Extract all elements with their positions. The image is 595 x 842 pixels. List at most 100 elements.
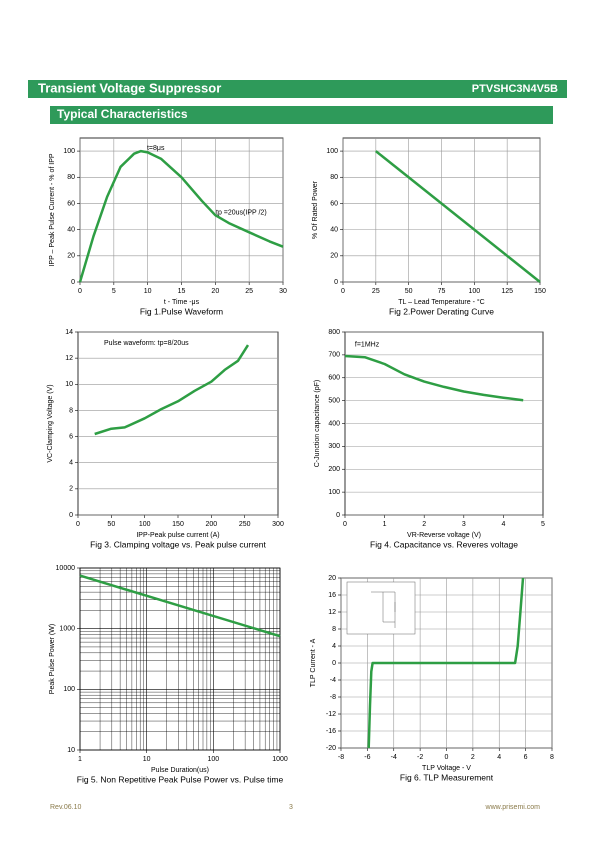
- y-tick-label: 10: [67, 747, 75, 754]
- y-axis-label: % Of Rated Power: [312, 180, 319, 239]
- data-line: [78, 149, 284, 283]
- test-circuit-inset: [346, 581, 416, 635]
- header-bar: [28, 80, 567, 98]
- y-axis-label: IPP – Peak Pulse Current - % of IPP: [49, 153, 56, 266]
- x-tick-label: 125: [501, 288, 513, 295]
- chart-caption: Fig 6. TLP Measurement: [400, 772, 494, 782]
- x-tick-label: 150: [172, 521, 184, 528]
- x-axis-label: VR-Reverse voltage (V): [407, 532, 481, 539]
- x-tick-label: 200: [205, 521, 217, 528]
- x-tick-label: 300: [272, 521, 284, 528]
- y-axis-label: VC-Clamping Voltage (V): [47, 384, 54, 462]
- x-tick-label: 4: [501, 521, 505, 528]
- annotation: f=1MHz: [355, 342, 380, 349]
- x-tick-label: 15: [178, 288, 186, 295]
- chart: 0 5 10 15 20 25 30 0 20 40 60 80 100 t=8μs tp =20us(IP…: [49, 137, 287, 316]
- y-tick-label: 700: [328, 352, 340, 359]
- x-axis-label: TL – Lead Temperature - °C: [398, 298, 484, 306]
- x-tick-label: -2: [417, 754, 423, 761]
- x-tick-label: 100: [468, 288, 480, 295]
- y-tick-label: -4: [330, 677, 336, 684]
- y-tick-label: 80: [330, 174, 338, 181]
- x-tick-label: 2: [422, 521, 426, 528]
- y-tick-label: 8: [332, 626, 336, 633]
- y-tick-label: 0: [334, 279, 338, 286]
- data-line: [375, 150, 541, 283]
- y-tick-label: 20: [67, 253, 75, 260]
- chart: 0 50 100 150 200 250 300 0 2 4 6 8 10 12 14 Pulse wavef…: [47, 329, 284, 549]
- annotation: tp =20us(IPP /2): [216, 210, 267, 217]
- x-axis-label: t - Time -μs: [164, 299, 200, 306]
- test-circuit-drawing: [371, 591, 396, 628]
- x-tick-label: 5: [541, 521, 545, 528]
- x-tick-label: 10: [143, 756, 151, 763]
- chart-caption: Fig 1.Pulse Waveform: [140, 306, 223, 316]
- chart-caption: Fig 5. Non Repetitive Peak Pulse Power v…: [77, 774, 284, 784]
- x-tick-label: 4: [497, 754, 501, 761]
- y-tick-label: -8: [330, 694, 336, 701]
- annotation: Pulse waveform: tp=8/20us: [104, 340, 189, 347]
- y-tick-label: 8: [69, 407, 73, 414]
- y-tick-label: 12: [65, 355, 73, 362]
- y-tick-label: 0: [332, 660, 336, 667]
- chart: 0 25 50 75 100 125 150 0 20 40 60 80 100 TL – Lead Te…: [312, 137, 546, 316]
- y-tick-label: 20: [328, 575, 336, 582]
- y-tick-label: 0: [69, 512, 73, 519]
- x-tick-label: 50: [107, 521, 115, 528]
- y-tick-label: 600: [328, 375, 340, 382]
- y-tick-label: 800: [328, 329, 340, 336]
- y-tick-label: 40: [67, 226, 75, 233]
- y-tick-label: -16: [326, 728, 336, 735]
- x-tick-label: 1: [78, 756, 82, 763]
- y-tick-label: 200: [328, 466, 340, 473]
- x-tick-label: 1000: [272, 756, 288, 763]
- y-tick-label: -20: [326, 745, 336, 752]
- header-title: Transient Voltage Suppressor: [38, 80, 221, 95]
- y-tick-label: 2: [69, 486, 73, 493]
- section-title: Typical Characteristics: [57, 107, 188, 121]
- y-tick-label: 100: [328, 489, 340, 496]
- x-axis-label: TLP Voltage - V: [422, 765, 471, 772]
- x-tick-label: 25: [245, 288, 253, 295]
- section-bar: [50, 106, 553, 124]
- x-tick-label: 0: [78, 288, 82, 295]
- y-tick-label: 0: [336, 512, 340, 519]
- x-tick-label: 3: [462, 521, 466, 528]
- y-tick-label: 20: [330, 253, 338, 260]
- x-tick-label: -4: [391, 754, 397, 761]
- x-tick-label: 150: [534, 288, 546, 295]
- x-tick-label: -8: [338, 754, 344, 761]
- footer-page: 3: [289, 804, 293, 811]
- x-tick-label: 0: [341, 288, 345, 295]
- x-axis-label: IPP-Peak pulse current (A): [136, 532, 219, 539]
- x-tick-label: 10: [144, 288, 152, 295]
- chart-caption: Fig 2.Power Derating Curve: [389, 306, 494, 316]
- x-tick-label: 250: [239, 521, 251, 528]
- x-tick-label: 30: [279, 288, 287, 295]
- chart-caption: Fig 3. Clamping voltage vs. Peak pulse c…: [90, 539, 266, 549]
- data-line: [79, 574, 281, 638]
- x-tick-label: 0: [445, 754, 449, 761]
- chart: 0 1 2 3 4 5 0 100 200 300 400 500 600 700 800 f=1MHz VR-…: [314, 329, 545, 549]
- y-tick-label: 500: [328, 397, 340, 404]
- x-tick-label: 20: [211, 288, 219, 295]
- y-axis-label: C-Junction capacitance (pF): [314, 380, 321, 468]
- y-tick-label: 10: [65, 381, 73, 388]
- y-tick-label: 10000: [56, 565, 76, 572]
- data-line: [94, 344, 250, 436]
- x-tick-label: 0: [76, 521, 80, 528]
- plot-area: [77, 331, 279, 516]
- y-axis-label: TLP Current - A: [310, 638, 317, 687]
- y-tick-label: 60: [67, 200, 75, 207]
- data-line: [367, 577, 525, 749]
- x-tick-label: 2: [471, 754, 475, 761]
- y-tick-label: 40: [330, 226, 338, 233]
- y-tick-label: 80: [67, 174, 75, 181]
- y-tick-label: 100: [63, 686, 75, 693]
- y-tick-label: 1000: [59, 626, 75, 633]
- y-axis-label: Peak Pulse Power (W): [49, 624, 56, 694]
- x-tick-label: 50: [405, 288, 413, 295]
- x-axis-label: Pulse Duration(us): [151, 767, 209, 774]
